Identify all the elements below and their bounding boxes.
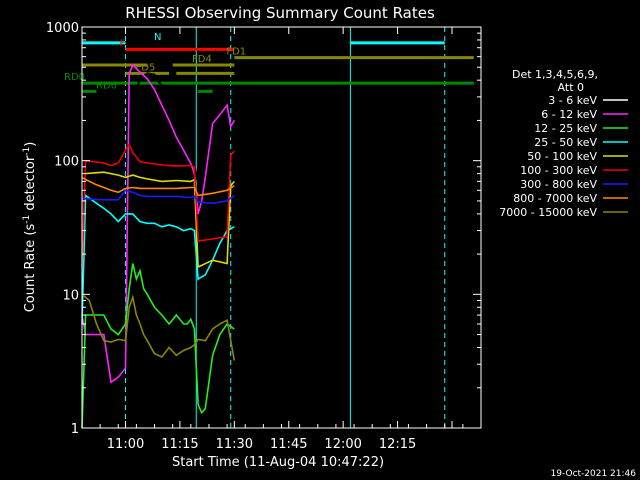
flag-label-fd4: FD4	[192, 54, 212, 65]
series-100-300-kev	[81, 142, 235, 268]
legend-header-1: Att 0	[558, 81, 584, 94]
flag-label-fd1: FD1	[226, 47, 246, 58]
legend-label-6-12-kev: 6 - 12 keV	[541, 108, 597, 121]
x-tick-label-1: 11:15	[161, 437, 198, 452]
flag-bars: N F FD1 FD4 FD5 RD0 RD6	[64, 32, 474, 93]
flag-label-rd0: RD0	[64, 72, 85, 83]
x-tick-label-4: 12:00	[324, 437, 361, 452]
legend-label-100-300-kev: 100 - 300 keV	[520, 164, 597, 177]
x-tick-label-5: 12:15	[379, 437, 416, 452]
y-axis-label-end: )	[23, 142, 38, 147]
series-300-800-kev	[81, 189, 235, 205]
x-axis: 11:00 11:15 11:30 11:45 12:00 12:15	[81, 27, 482, 452]
y-axis-label-main: Count Rate (s	[23, 224, 38, 313]
y-tick-label-2: 100	[54, 155, 79, 170]
legend-label-12-25-kev: 12 - 25 keV	[534, 122, 597, 135]
series-7000-15000-kev	[81, 293, 236, 361]
series-3-6-kev	[135, 72, 236, 185]
y-axis-label: Count Rate (s-1 detector-1)	[22, 142, 38, 313]
legend-label-7000-15000-kev: 7000 - 15000 keV	[499, 206, 597, 219]
flag-label-f: F	[120, 38, 126, 49]
series-12-25-kev	[81, 263, 235, 429]
y-tick-label-0: 1	[71, 422, 79, 437]
chart-title: RHESSI Observing Summary Count Rates	[125, 4, 435, 22]
y-axis-label-sup2: -1	[22, 147, 32, 156]
y-axis: 1 10 100 1000	[46, 21, 481, 437]
x-tick-label-0: 11:00	[107, 437, 144, 452]
series-lines	[81, 63, 236, 429]
y-axis-label-sup1: -1	[22, 215, 32, 224]
y-tick-label-1: 10	[62, 288, 79, 303]
series-800-7000-kev	[81, 176, 235, 197]
flag-label-rd6: RD6	[96, 80, 117, 91]
legend-header-0: Det 1,3,4,5,6,9,	[512, 68, 598, 81]
y-tick-label-3: 1000	[46, 21, 79, 36]
legend-label-50-100-kev: 50 - 100 keV	[527, 150, 597, 163]
series-6-12-kev	[81, 63, 235, 384]
flag-label-n: N	[154, 32, 161, 43]
series-25-50-kev	[81, 193, 235, 325]
x-tick-label-3: 11:45	[270, 437, 307, 452]
legend-label-800-7000-kev: 800 - 7000 keV	[513, 192, 597, 205]
series-50-100-kev	[85, 171, 235, 269]
x-axis-label: Start Time (11-Aug-04 10:47:22)	[172, 455, 384, 470]
x-tick-label-2: 11:30	[216, 437, 253, 452]
flag-label-fd5: FD5	[136, 62, 156, 73]
legend-label-300-800-kev: 300 - 800 keV	[520, 178, 597, 191]
y-axis-label-mid: detector	[23, 155, 38, 215]
legend-label-3-6-kev: 3 - 6 keV	[548, 94, 597, 107]
timestamp: 19-Oct-2021 21:46	[551, 469, 637, 479]
legend-label-25-50-kev: 25 - 50 keV	[534, 136, 597, 149]
